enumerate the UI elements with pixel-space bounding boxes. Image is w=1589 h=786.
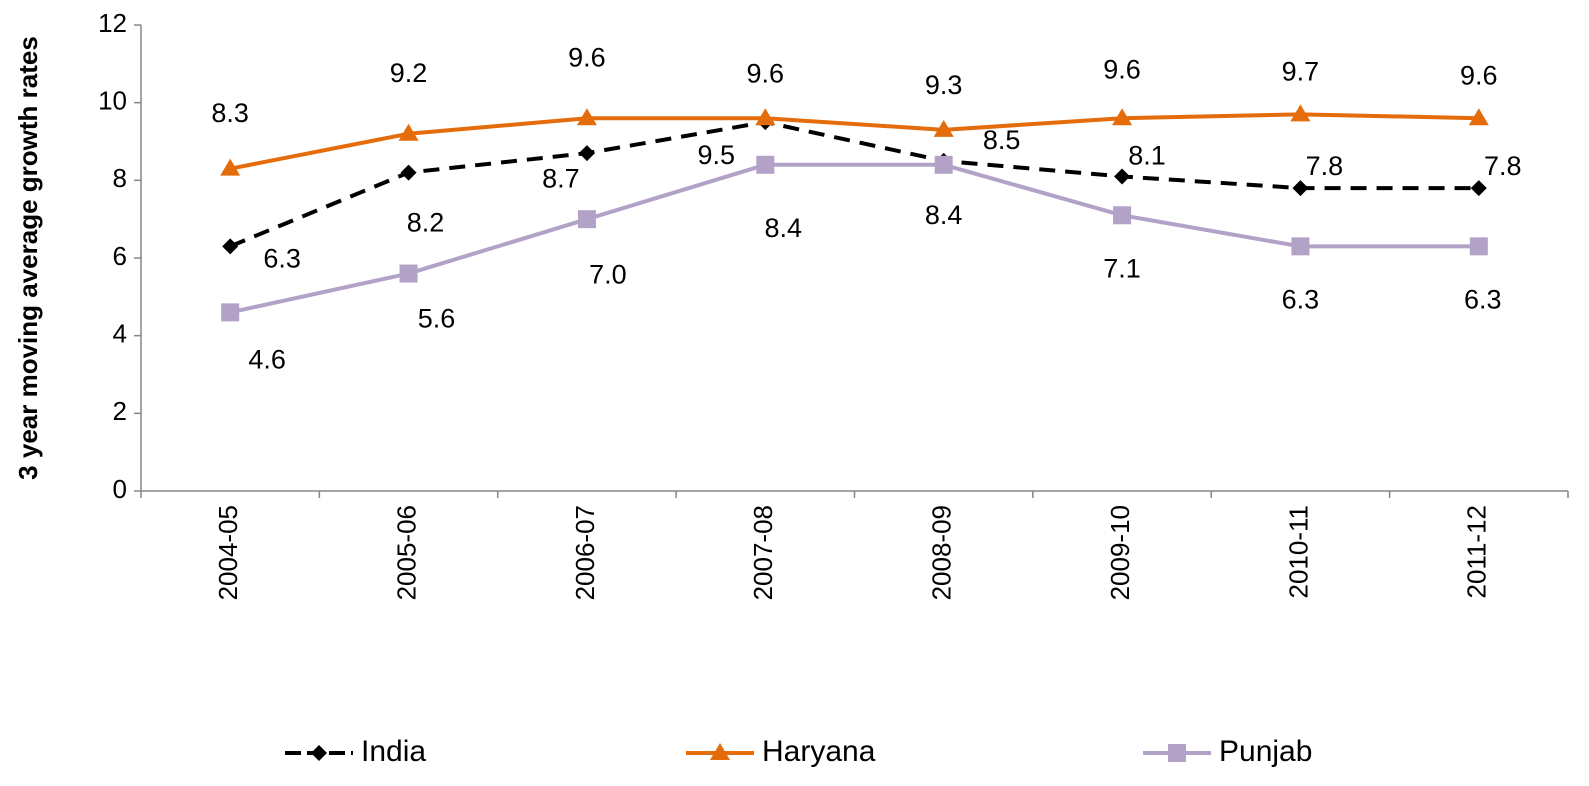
data-point (577, 210, 596, 229)
data-point (1292, 180, 1309, 197)
data-label: 8.2 (407, 208, 445, 238)
data-point (221, 303, 240, 322)
data-label: 8.4 (765, 213, 803, 243)
data-point (1470, 180, 1487, 197)
y-axis-title: 3 year moving average growth rates (13, 36, 43, 480)
data-label: 9.6 (1460, 60, 1498, 90)
series-line (229, 120, 1479, 249)
x-tick-label: 2007-08 (748, 505, 778, 600)
data-label: 6.3 (263, 243, 301, 273)
series-line (229, 162, 1479, 315)
data-point (399, 264, 418, 283)
data-label: 9.6 (568, 42, 606, 72)
x-tick-label: 2008-09 (927, 505, 957, 600)
legend-label: India (361, 735, 426, 768)
data-point (222, 238, 239, 255)
y-tick-label: 0 (113, 474, 127, 504)
data-label: 8.3 (211, 98, 249, 128)
data-point (400, 164, 417, 181)
data-point (220, 158, 241, 176)
data-point (756, 155, 775, 174)
data-label: 5.6 (418, 304, 456, 334)
data-point (1114, 168, 1131, 185)
y-tick-label: 2 (113, 396, 127, 426)
x-tick-label: 2004-05 (213, 505, 243, 600)
data-label: 8.4 (925, 200, 963, 230)
data-label: 7.0 (589, 259, 627, 289)
legend-marker (710, 743, 730, 760)
data-label: 9.5 (698, 140, 736, 170)
data-point (1468, 108, 1489, 126)
data-label: 7.1 (1103, 253, 1141, 283)
legend-marker (1168, 744, 1186, 762)
data-point (578, 145, 595, 162)
data-label: 6.3 (1282, 284, 1320, 314)
data-label: 6.3 (1464, 284, 1502, 314)
data-label: 8.5 (983, 125, 1021, 155)
data-label: 9.6 (1103, 54, 1141, 84)
data-point (933, 119, 954, 137)
x-tick-label: 2011-12 (1462, 505, 1492, 599)
legend-marker (311, 745, 327, 761)
y-tick-label: 4 (113, 319, 127, 349)
data-label: 8.1 (1128, 141, 1166, 171)
x-tick-label: 2009-10 (1105, 505, 1135, 600)
data-point (1291, 237, 1310, 256)
data-point (1469, 237, 1488, 256)
y-tick-label: 12 (98, 8, 127, 38)
data-label: 4.6 (248, 344, 286, 374)
data-point (1112, 108, 1133, 126)
data-label: 7.8 (1306, 151, 1344, 181)
data-point (576, 108, 597, 126)
data-label: 8.7 (542, 163, 580, 193)
data-label: 9.6 (747, 58, 785, 88)
data-label: 9.3 (925, 70, 963, 100)
series-line (229, 112, 1479, 171)
data-point (934, 155, 953, 174)
x-tick-label: 2005-06 (391, 505, 421, 600)
data-point (1113, 206, 1132, 225)
x-tick-label: 2006-07 (570, 505, 600, 600)
data-label: 9.2 (390, 58, 428, 88)
y-tick-label: 10 (98, 86, 127, 116)
data-label: 7.8 (1484, 151, 1522, 181)
x-tick-label: 2010-11 (1283, 505, 1313, 599)
data-label: 9.7 (1282, 56, 1320, 86)
data-point (1290, 104, 1311, 122)
legend-label: Haryana (762, 735, 876, 768)
data-point (398, 123, 419, 141)
y-tick-label: 8 (113, 163, 127, 193)
legend-label: Punjab (1219, 735, 1312, 768)
data-point (755, 108, 776, 126)
y-tick-label: 6 (113, 241, 127, 271)
